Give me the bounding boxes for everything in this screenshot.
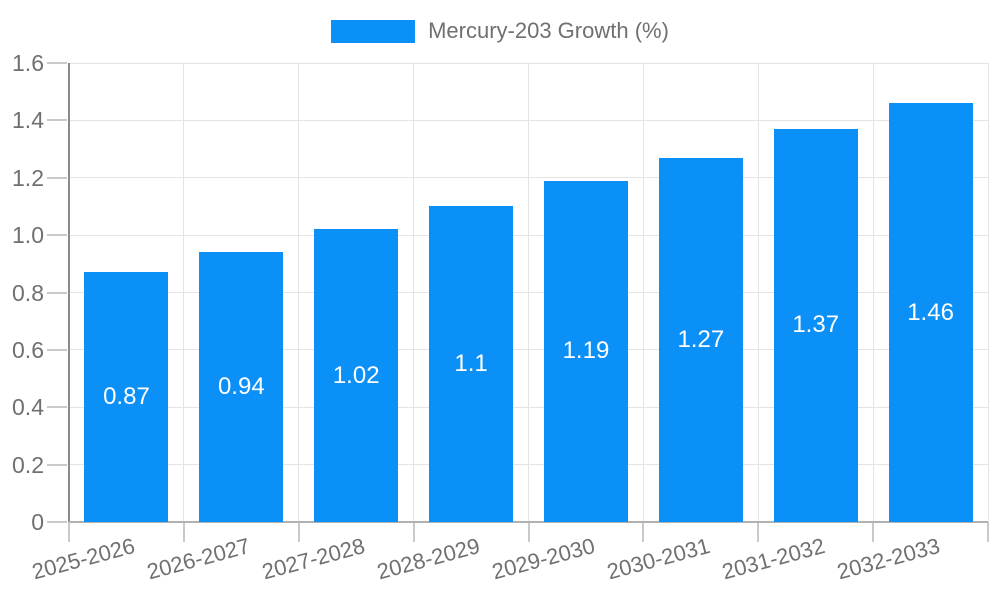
y-axis-tick-label: 0.8 xyxy=(12,279,44,306)
y-axis-tick-label: 0.4 xyxy=(12,394,44,421)
bar-value-label: 1.37 xyxy=(792,311,840,339)
bar-value-label: 0.87 xyxy=(103,383,150,411)
x-tick-mark xyxy=(642,522,645,542)
v-gridline xyxy=(642,63,644,522)
y-tick-mark xyxy=(47,176,67,179)
y-axis-tick-label: 1.4 xyxy=(12,107,44,134)
bar-value-label: 0.94 xyxy=(217,373,265,401)
x-tick-mark xyxy=(297,522,300,542)
bar-value-label: 1.46 xyxy=(907,298,954,326)
bar-2029-2030[interactable] xyxy=(543,180,628,522)
y-tick-mark xyxy=(47,291,67,294)
x-tick-mark xyxy=(527,522,530,542)
v-gridline xyxy=(183,63,185,522)
x-tick-mark xyxy=(757,522,760,542)
x-tick-mark xyxy=(68,522,70,542)
bar-value-label: 1.1 xyxy=(454,350,488,378)
v-gridline xyxy=(298,63,300,522)
bar-2031-2032[interactable] xyxy=(773,128,858,522)
bar-2032-2033[interactable] xyxy=(888,103,973,522)
legend-swatch[interactable] xyxy=(331,19,416,43)
y-axis-tick-label: 0.2 xyxy=(12,451,44,478)
y-axis-line xyxy=(68,63,70,522)
bar-2025-2026[interactable] xyxy=(84,272,169,522)
bar-2027-2028[interactable] xyxy=(314,229,399,522)
y-tick-mark xyxy=(47,521,67,523)
y-tick-mark xyxy=(47,348,67,351)
v-gridline xyxy=(757,63,759,522)
y-axis-tick-label: 1.6 xyxy=(12,50,44,76)
legend: Mercury-203 Growth (%) xyxy=(0,18,1000,44)
y-tick-mark xyxy=(47,119,67,122)
x-axis-line xyxy=(69,521,988,523)
y-axis-tick-label: 1.0 xyxy=(12,222,44,249)
v-gridline xyxy=(872,63,874,522)
y-tick-mark xyxy=(47,463,67,466)
bar-2030-2031[interactable] xyxy=(658,157,743,522)
y-tick-mark xyxy=(47,234,67,237)
x-tick-mark xyxy=(987,522,989,542)
bar-value-label: 1.02 xyxy=(332,361,380,389)
bar-value-label: 1.19 xyxy=(562,337,610,365)
legend-label[interactable]: Mercury-203 Growth (%) xyxy=(428,18,669,43)
bar-value-label: 1.27 xyxy=(677,325,725,353)
y-tick-mark xyxy=(47,406,67,409)
v-gridline xyxy=(987,63,989,522)
v-gridline xyxy=(413,63,415,522)
y-tick-mark xyxy=(47,62,67,64)
bar-2026-2027[interactable] xyxy=(199,252,284,522)
v-gridline xyxy=(528,63,529,522)
y-axis-tick-label: 1.2 xyxy=(12,164,44,191)
x-tick-mark xyxy=(412,522,415,542)
x-tick-mark xyxy=(182,522,185,542)
bar-2028-2029[interactable] xyxy=(429,206,514,522)
y-axis-tick-label: 0.6 xyxy=(12,336,44,363)
x-tick-mark xyxy=(872,522,875,542)
y-axis-tick-label: 0 xyxy=(31,509,44,535)
